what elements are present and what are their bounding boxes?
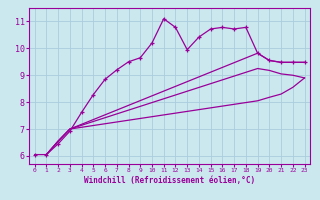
X-axis label: Windchill (Refroidissement éolien,°C): Windchill (Refroidissement éolien,°C) [84,176,255,185]
